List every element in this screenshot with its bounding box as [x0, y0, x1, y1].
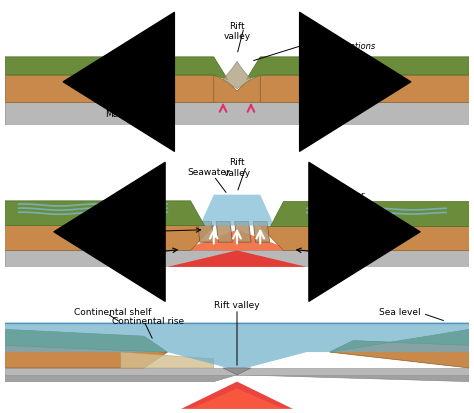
Polygon shape [5, 58, 228, 81]
Polygon shape [121, 352, 214, 368]
Polygon shape [237, 368, 469, 375]
Polygon shape [5, 251, 469, 267]
Polygon shape [223, 368, 251, 375]
Text: ?: ? [155, 250, 161, 260]
Text: Continental
crust: Continental crust [71, 75, 124, 95]
Polygon shape [200, 195, 274, 226]
Text: Basalt eruptions: Basalt eruptions [307, 42, 375, 51]
Text: Continental rise: Continental rise [111, 316, 184, 325]
Polygon shape [191, 389, 283, 409]
Polygon shape [5, 226, 214, 251]
Polygon shape [5, 330, 167, 352]
Polygon shape [5, 103, 469, 126]
Polygon shape [181, 230, 293, 251]
Polygon shape [214, 76, 260, 103]
Polygon shape [246, 58, 469, 81]
Text: Seawater: Seawater [188, 168, 230, 177]
Text: Continental shelf: Continental shelf [74, 307, 152, 316]
Polygon shape [5, 202, 204, 226]
Text: Mantle: Mantle [105, 110, 137, 119]
Text: Rift
valley: Rift valley [223, 21, 251, 41]
Polygon shape [5, 368, 237, 375]
Text: Rift
valley: Rift valley [223, 158, 251, 178]
Polygon shape [198, 222, 214, 242]
Polygon shape [5, 345, 167, 368]
Polygon shape [181, 382, 293, 409]
Polygon shape [253, 222, 270, 242]
Text: River: River [341, 191, 365, 199]
Polygon shape [330, 330, 469, 352]
Polygon shape [167, 251, 307, 267]
Polygon shape [260, 226, 469, 251]
Polygon shape [223, 62, 251, 90]
Polygon shape [216, 222, 232, 242]
Text: Fault
blocks: Fault blocks [83, 225, 112, 244]
Text: Sea level: Sea level [379, 307, 420, 316]
Polygon shape [330, 341, 469, 368]
Polygon shape [237, 375, 469, 382]
Polygon shape [5, 375, 237, 382]
Text: ?: ? [313, 250, 319, 260]
Polygon shape [235, 222, 251, 242]
Polygon shape [5, 76, 214, 103]
Polygon shape [5, 323, 469, 368]
Polygon shape [270, 202, 469, 226]
Text: Rift valley: Rift valley [214, 300, 260, 309]
Polygon shape [260, 76, 469, 103]
